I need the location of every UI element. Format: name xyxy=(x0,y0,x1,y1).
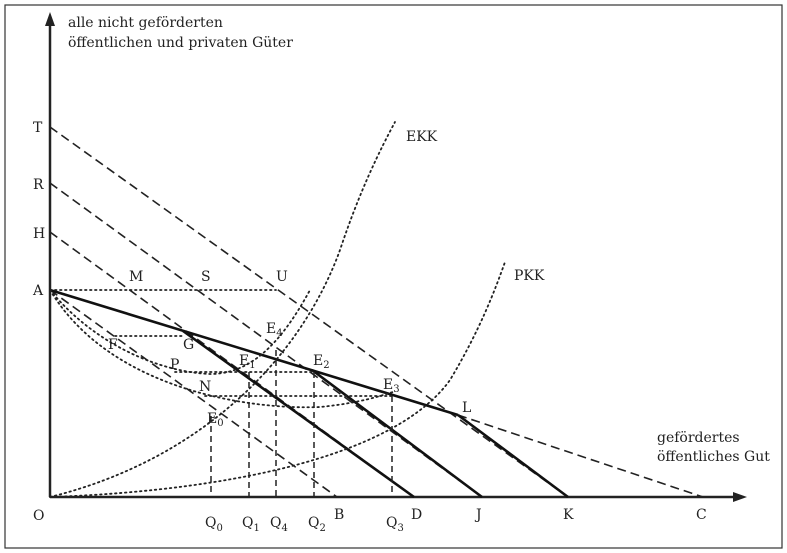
budget-line-T-K xyxy=(49,126,569,498)
solid-budget-lines xyxy=(49,288,569,499)
label-E2: E2 xyxy=(313,353,330,371)
label-E1: E1 xyxy=(239,353,256,371)
label-E3: E3 xyxy=(383,377,400,395)
label-Q3: Q3 xyxy=(386,515,404,534)
label-J: J xyxy=(474,507,482,523)
horizontal-guide-lines xyxy=(49,289,393,397)
solid-line-L-K xyxy=(457,413,569,499)
label-K: K xyxy=(563,507,574,523)
label-Q0: Q0 xyxy=(205,515,223,534)
indifference-curve-2 xyxy=(49,289,394,409)
budget-line-R-J xyxy=(49,182,483,498)
label-M: M xyxy=(129,269,143,285)
label-R: R xyxy=(33,177,44,193)
label-PKK: PKK xyxy=(514,268,545,284)
label-Q1: Q1 xyxy=(242,515,260,534)
label-A: A xyxy=(32,283,44,299)
curve-EKK xyxy=(49,121,396,498)
label-F: F xyxy=(108,337,118,353)
label-G: G xyxy=(183,337,194,353)
solid-line-E2-J xyxy=(311,368,483,499)
budget-line-L-C xyxy=(457,414,704,498)
label-E0: E0 xyxy=(207,411,224,429)
label-origin: O xyxy=(33,508,44,524)
x-axis-title-line1: gefördertes xyxy=(657,430,740,446)
y-axis-title-line2: öffentlichen und privaten Güter xyxy=(68,35,293,51)
label-H: H xyxy=(33,226,45,242)
y-axis-title-line1: alle nicht geförderten xyxy=(68,15,223,31)
label-EKK: EKK xyxy=(406,129,438,145)
dashed-budget-lines xyxy=(49,126,704,498)
label-T: T xyxy=(33,120,43,136)
x-axis-arrowhead xyxy=(733,492,747,502)
dotted-curves xyxy=(49,121,506,498)
vertical-guide-lines xyxy=(210,350,393,497)
budget-line-A-B xyxy=(49,289,338,498)
x-axis-title-line2: öffentliches Gut xyxy=(657,449,770,465)
label-C: C xyxy=(696,507,707,523)
label-D: D xyxy=(411,507,422,523)
label-Q2: Q2 xyxy=(308,515,326,534)
figure-frame xyxy=(4,4,783,549)
y-axis-arrowhead xyxy=(45,12,55,26)
axes xyxy=(45,12,747,502)
indifference-curve-1 xyxy=(49,289,311,375)
label-S: S xyxy=(201,269,211,285)
curve-PKK xyxy=(49,261,506,498)
label-Q4: Q4 xyxy=(270,515,288,534)
label-E4: E4 xyxy=(266,321,283,339)
label-B: B xyxy=(334,507,344,523)
label-L: L xyxy=(462,400,471,416)
kinked-budget-line-A-L xyxy=(49,288,459,417)
label-N: N xyxy=(199,379,211,395)
label-U: U xyxy=(276,269,288,285)
budget-line-H-D xyxy=(49,231,415,498)
solid-line-G-D xyxy=(182,329,415,499)
label-P: P xyxy=(170,357,179,373)
